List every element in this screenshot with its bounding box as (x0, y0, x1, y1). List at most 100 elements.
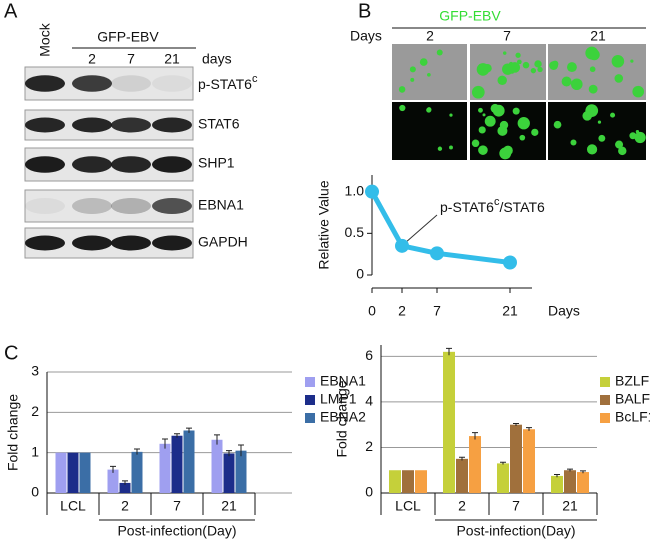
line (369, 190, 511, 265)
cell (484, 115, 496, 127)
error-bar (500, 461, 506, 465)
bar (211, 439, 223, 493)
error-bar (110, 465, 116, 473)
blot-band (111, 235, 151, 251)
bar (183, 430, 195, 493)
cell (537, 66, 543, 73)
blot-band (152, 198, 192, 214)
cell (427, 72, 431, 77)
blot-band (25, 198, 65, 214)
x-tick-label: LCL (395, 498, 421, 514)
blot-band (111, 198, 151, 214)
cell (477, 88, 483, 95)
blot-label: p-STAT6c (198, 73, 258, 92)
x-tick-label: 21 (221, 498, 237, 514)
error-bar (580, 470, 586, 474)
cell (589, 66, 596, 73)
y-tick-label: 2 (365, 438, 373, 454)
cell (471, 139, 480, 148)
annotation-text: p-STAT6 (440, 199, 494, 215)
point (430, 246, 444, 261)
bar (235, 450, 247, 493)
y-tick-label: 0 (365, 484, 373, 500)
blot-band (152, 75, 192, 92)
x-tick-label: 7 (173, 498, 181, 514)
annotation-suffix: /STAT6 (499, 199, 545, 215)
superscript: c (494, 196, 500, 208)
bar (402, 470, 414, 493)
y-tick-label: 0.5 (345, 224, 365, 240)
cell (610, 112, 616, 118)
bar (443, 351, 455, 493)
x-axis-label: Days (548, 303, 580, 319)
cell (588, 84, 598, 94)
superscript: c (252, 73, 258, 85)
point (503, 255, 517, 270)
error-bar (513, 423, 519, 426)
y-tick-label: 0 (31, 484, 39, 500)
cell (522, 61, 530, 69)
cell (618, 146, 627, 156)
bar (389, 470, 401, 493)
cell (615, 140, 624, 149)
point (395, 238, 409, 253)
cell (597, 120, 602, 124)
cell (478, 126, 486, 134)
panel-label: B (358, 0, 371, 22)
blot-band (72, 235, 112, 251)
cell (410, 77, 415, 82)
error-bar (174, 433, 180, 438)
blot-band (72, 198, 112, 214)
legend-label: LMP1 (320, 391, 357, 407)
bar (523, 429, 535, 493)
cell (586, 144, 598, 155)
blot-band (25, 75, 65, 92)
y-tick-label: 6 (365, 347, 373, 363)
x-tick-label: 2 (458, 498, 466, 514)
cell (553, 120, 562, 129)
cell (516, 59, 522, 65)
cell (502, 51, 507, 55)
micrographs (392, 44, 646, 160)
blot-band (152, 156, 192, 173)
legend-swatch (305, 413, 315, 423)
blot-band (111, 117, 151, 133)
blot-label: SHP1 (198, 155, 235, 171)
bar (577, 472, 589, 493)
row-label: Days (350, 28, 382, 44)
cell (519, 134, 526, 141)
cell (598, 134, 606, 142)
point (365, 184, 379, 199)
cell (482, 113, 486, 117)
error-bar (162, 438, 168, 449)
cell (483, 64, 492, 73)
bar (415, 470, 427, 493)
bar (551, 475, 563, 493)
x-tick-label: 21 (562, 498, 578, 514)
blot-label-text: p-STAT6 (198, 76, 252, 92)
error-bar (459, 456, 465, 461)
cell (630, 59, 634, 63)
cell (449, 113, 453, 117)
cell (637, 136, 643, 141)
cell (497, 125, 508, 136)
cell (399, 104, 406, 112)
legend-label: EBNA2 (320, 409, 366, 425)
cell (515, 52, 521, 58)
lane-label: 2 (88, 51, 96, 67)
y-tick-label: 2 (31, 403, 39, 419)
cell (426, 107, 432, 113)
blot-band (152, 117, 192, 133)
error-bar (472, 432, 478, 440)
cell (530, 67, 537, 74)
error-bar (446, 347, 452, 356)
column-label: 7 (503, 28, 511, 44)
y-tick-label: 4 (365, 393, 373, 409)
blot-band (25, 156, 65, 173)
bar (510, 424, 522, 493)
cell (635, 130, 640, 134)
x-tick-label: 0 (368, 303, 376, 319)
x-tick-label: 21 (502, 303, 518, 319)
error-bar (567, 468, 573, 472)
